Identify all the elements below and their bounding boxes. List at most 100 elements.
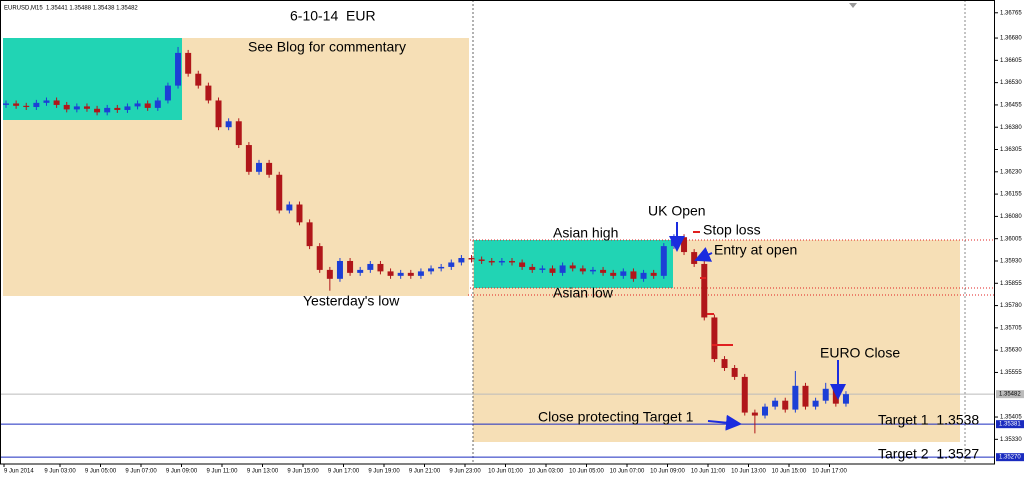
candle-body — [772, 400, 779, 407]
candle-body — [276, 174, 283, 211]
candle-body — [205, 85, 212, 101]
candle-body — [164, 85, 171, 101]
candle-body — [124, 106, 131, 110]
annotation: Close protecting Target 1 — [538, 409, 694, 425]
x-tick-label: 10 Jun 07:00 — [610, 469, 645, 475]
y-tick-label: 1.35630 — [1000, 348, 1022, 354]
annotation: Target 1 1.3538 — [878, 412, 979, 428]
y-tick-label: 1.36530 — [1000, 80, 1022, 86]
y-tick-label: 1.36080 — [1000, 214, 1022, 220]
x-tick-label: 9 Jun 11:00 — [207, 469, 239, 475]
candle-body — [3, 103, 9, 105]
x-tick-label: 9 Jun 15:00 — [287, 469, 319, 475]
y-tick-label: 1.35855 — [1000, 281, 1022, 287]
candle-body — [600, 269, 607, 273]
candle-body — [33, 102, 40, 108]
x-tick-label: 9 Jun 13:00 — [247, 469, 279, 475]
candle-body — [569, 265, 576, 269]
x-tick-label: 9 Jun 09:00 — [166, 469, 198, 475]
y-tick-label: 1.36005 — [1000, 236, 1022, 242]
y-tick-label: 1.35780 — [1000, 303, 1022, 309]
candle-body — [428, 268, 435, 272]
x-tick-label: 10 Jun 15:00 — [772, 469, 807, 475]
arrows — [669, 222, 846, 431]
arrow — [694, 247, 713, 262]
candle-body — [23, 105, 30, 108]
annotation: See Blog for commentary — [248, 39, 406, 55]
annotation: EURO Close — [820, 345, 900, 361]
x-tick-label: 9 Jun 07:00 — [125, 469, 157, 475]
markers — [693, 231, 733, 346]
candle-body — [235, 121, 242, 146]
price-box — [996, 390, 1024, 399]
candle-body — [336, 260, 343, 279]
candle-body — [397, 272, 404, 276]
candle-body — [842, 394, 849, 404]
y-tick-label: 1.36765 — [1000, 10, 1022, 16]
candle-body — [154, 100, 161, 108]
candle-body — [559, 265, 566, 273]
candle-body — [519, 262, 526, 267]
candle-body — [650, 272, 657, 276]
candle-body — [377, 263, 384, 272]
candle-body — [134, 103, 141, 107]
level-label: 1.35270 — [999, 455, 1021, 461]
candle-body — [681, 237, 688, 253]
candle-body — [306, 222, 313, 247]
candle-body — [731, 367, 738, 377]
candle-body — [468, 258, 475, 260]
candle-body — [701, 263, 708, 318]
level-box — [996, 420, 1024, 429]
annotation: Asian low — [553, 285, 614, 301]
candle-body — [63, 104, 70, 110]
x-tick-label: 9 Jun 03:00 — [44, 469, 76, 475]
x-tick-label: 9 Jun 05:00 — [85, 469, 117, 475]
candle-body — [741, 376, 748, 413]
candle-body — [478, 259, 485, 261]
candle-body — [498, 260, 505, 263]
candle-body — [347, 260, 354, 273]
x-tick-label: 10 Jun 09:00 — [650, 469, 685, 475]
asian-box — [474, 240, 673, 288]
candle-body — [448, 262, 455, 267]
candle-body — [711, 317, 718, 360]
candle-body — [691, 252, 698, 264]
candle-body — [802, 385, 809, 407]
candle-body — [417, 271, 424, 276]
annotation: UK Open — [648, 203, 706, 219]
candle-body — [822, 388, 829, 401]
x-tick-label: 9 Jun 21:00 — [409, 469, 441, 475]
y-tick-label: 1.35405 — [1000, 415, 1022, 421]
candle-body — [458, 258, 465, 263]
candle-body — [792, 385, 799, 410]
candle-body — [13, 103, 20, 106]
chart-title: 6-10-14 EUR — [290, 8, 376, 24]
candle-body — [782, 400, 789, 410]
x-tick-label: 10 Jun 03:00 — [529, 469, 564, 475]
candle-body — [549, 268, 556, 273]
candle-body — [438, 266, 445, 269]
candle-body — [175, 52, 182, 86]
x-tick-label: 10 Jun 05:00 — [569, 469, 604, 475]
annotation: Entry at open — [714, 242, 797, 258]
x-tick-label: 9 Jun 17:00 — [328, 469, 360, 475]
candle-body — [610, 272, 617, 276]
candle-body — [286, 204, 293, 211]
y-tick-label: 1.35705 — [1000, 325, 1022, 331]
candle-body — [660, 246, 667, 276]
candle-body — [195, 73, 202, 86]
chart-header: EURUSD,M15 1.35441 1.35488 1.35438 1.354… — [4, 6, 138, 12]
candle-body — [144, 103, 151, 108]
candle-body — [326, 269, 333, 279]
y-tick-label: 1.36455 — [1000, 103, 1022, 109]
y-tick-label: 1.36155 — [1000, 192, 1022, 198]
x-tick-label: 10 Jun 11:00 — [691, 469, 726, 475]
asian-box — [3, 38, 182, 120]
candle-body — [357, 269, 364, 273]
y-tick-label: 1.36230 — [1000, 169, 1022, 175]
candle-body — [266, 162, 273, 175]
candle-body — [812, 400, 819, 407]
candle-body — [579, 268, 586, 272]
level-label: 1.35381 — [999, 422, 1021, 428]
